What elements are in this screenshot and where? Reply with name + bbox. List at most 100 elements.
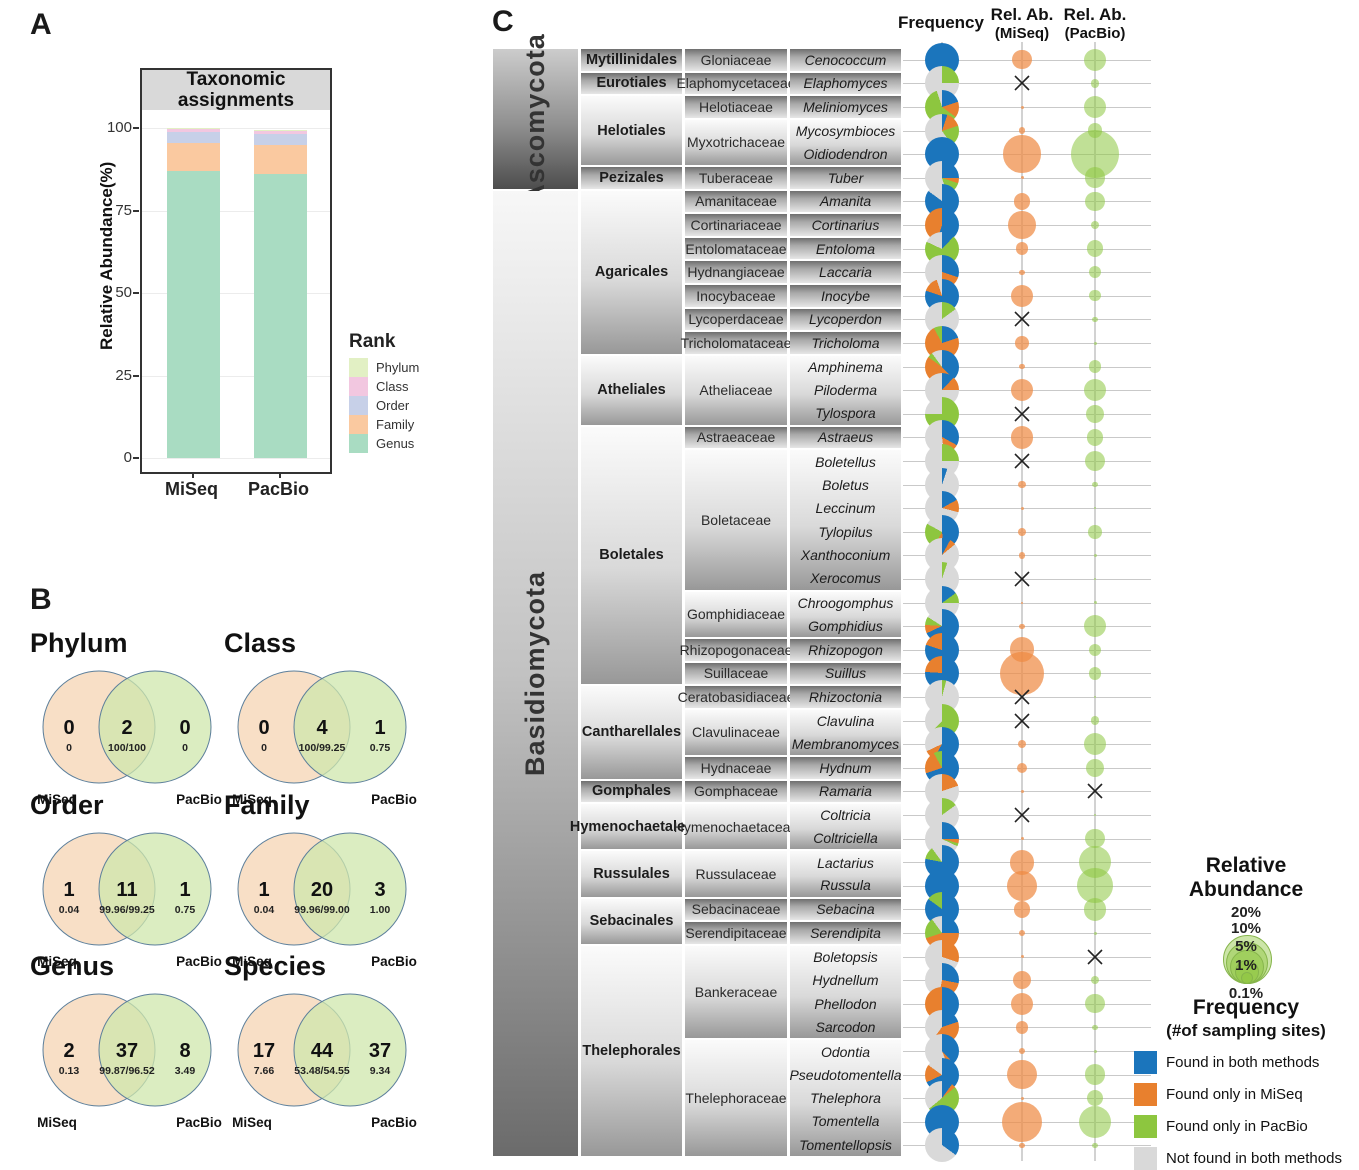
pacbio-bubble-amanita — [1085, 191, 1105, 212]
pacbio-bubble-elaphomyces — [1090, 79, 1100, 88]
y-tick-mark-100 — [133, 127, 139, 129]
freq-legend-swatch-found_pacbio_only — [1134, 1115, 1157, 1138]
phylum-label-basidiomycota: Basidiomycota — [520, 570, 550, 776]
grid-row-laccaria — [903, 272, 1151, 274]
pacbio-bubble-xerocomus — [1094, 578, 1096, 580]
miseq-bubble-serendipita — [1018, 929, 1026, 937]
svg-text:PacBio: PacBio — [371, 954, 417, 969]
pacbio-bubble-amphinema — [1088, 360, 1102, 373]
genus-label-russula: Russula — [820, 877, 871, 894]
bar-pacbio-genus — [254, 174, 307, 458]
family-label-helotiaceae: Helotiaceae — [699, 98, 773, 115]
svg-text:MiSeq: MiSeq — [37, 792, 77, 807]
y-tick-label-25: 25 — [115, 366, 132, 384]
family-label-ceratobasidiaceae: Ceratobasidiaceae — [677, 688, 795, 705]
y-tick-label-0: 0 — [123, 449, 132, 466]
pacbio-bubble-astraeus — [1086, 429, 1104, 446]
genus-block-gomphidiaceae: Chroogomphus Gomphidius — [790, 591, 901, 637]
bar-pacbio-family — [254, 145, 307, 175]
family-cell-tuberaceae: Tuberaceae — [685, 167, 787, 189]
panel-b-label: B — [30, 583, 52, 616]
col-header-relab-miseq: Rel. Ab. (MiSeq) — [977, 5, 1067, 43]
svg-text:0: 0 — [258, 717, 269, 739]
grid-row-tylospora — [903, 413, 1151, 415]
pacbio-bubble-tomentella — [1079, 1105, 1111, 1138]
grid-row-lycoperdon — [903, 319, 1151, 321]
legend-item-family: Family — [349, 415, 419, 434]
pacbio-bubble-rhizopogon — [1088, 643, 1102, 656]
pacbio-bubble-tylopilus — [1088, 524, 1102, 539]
grid-row-thelephora — [903, 1098, 1151, 1100]
genus-label-tuber: Tuber — [827, 169, 864, 186]
phylum-cell-ascomycota: Ascomycota — [493, 34, 578, 204]
genus-label-meliniomyces: Meliniomyces — [803, 98, 888, 115]
miseq-bubble-membranomyces — [1017, 739, 1027, 749]
genus-label-boletopsis: Boletopsis — [813, 949, 878, 966]
family-label-tricholomataceae: Tricholomataceae — [680, 334, 792, 351]
miseq-bubble-tylopilus — [1018, 527, 1026, 536]
genus-block-hymenochaetaceae: Coltricia Coltriciella — [790, 804, 901, 850]
genus-label-oidiodendron: Oidiodendron — [803, 145, 888, 162]
y-tick-mark-75 — [133, 209, 139, 212]
miseq-absent-mark-tylospora — [1014, 406, 1030, 427]
family-cell-entolomataceae: Entolomataceae — [685, 237, 787, 260]
genus-label-tomentella: Tomentella — [811, 1113, 880, 1130]
order-label-pezizales: Pezizales — [599, 169, 664, 186]
pacbio-bubble-boletellus — [1084, 450, 1106, 472]
freq-legend-label-found_pacbio_only: Found only in PacBio — [1166, 1118, 1308, 1135]
genus-label-hydnellum: Hydnellum — [812, 972, 879, 989]
grid-row-ramaria — [903, 791, 1151, 793]
family-cell-russulaceae: Russulaceae — [685, 851, 787, 897]
pacbio-bubble-rhizoctonia — [1094, 696, 1096, 698]
svg-text:3: 3 — [374, 879, 385, 901]
order-label-agaricales: Agaricales — [594, 264, 669, 281]
x-tick-mark-miseq — [191, 472, 194, 478]
grid-line-75 — [142, 210, 330, 212]
miseq-bubble-leccinum — [1020, 506, 1024, 510]
svg-text:PacBio: PacBio — [176, 792, 222, 807]
genus-block-cortinariaceae: Cortinarius — [790, 214, 901, 236]
phylum-cell-basidiomycota: Basidiomycota — [493, 190, 578, 1157]
miseq-bubble-sarcodon — [1015, 1021, 1029, 1034]
order-cell-boletales: Boletales — [581, 426, 682, 685]
order-label-cantharellales: Cantharellales — [581, 724, 682, 741]
svg-text:53.48/54.55: 53.48/54.55 — [294, 1065, 350, 1077]
svg-text:0: 0 — [63, 717, 74, 739]
pacbio-bubble-entoloma — [1086, 240, 1104, 257]
svg-text:MiSeq: MiSeq — [232, 954, 272, 969]
miseq-bubble-ramaria — [1020, 789, 1024, 793]
grid-row-odontia — [903, 1051, 1151, 1052]
miseq-absent-mark-elaphomyces — [1014, 75, 1030, 96]
miseq-bubble-pseudotomentella — [1007, 1059, 1037, 1090]
pacbio-bubble-sarcodon — [1092, 1024, 1098, 1030]
order-cell-eurotiales: Eurotiales — [581, 72, 682, 95]
venn-title-family: Family — [224, 790, 310, 820]
miseq-absent-mark-xerocomus — [1014, 571, 1030, 592]
genus-label-tricholoma: Tricholoma — [811, 334, 880, 351]
legend-item-genus: Genus — [349, 434, 419, 453]
size-legend-title: Relative Abundance — [1166, 854, 1326, 902]
genus-label-pseudotomentella: Pseudotomentella — [789, 1066, 902, 1083]
legend-label-phylum: Phylum — [376, 360, 420, 375]
miseq-bubble-sebacina — [1013, 901, 1031, 918]
miseq-bubble-inocybe — [1011, 284, 1033, 307]
size-legend-label-1%: 1% — [1235, 957, 1257, 974]
pacbio-bubble-coltricia — [1094, 814, 1096, 816]
family-label-myxotrichaceae: Myxotrichaceae — [686, 134, 786, 151]
freq-legend-swatch-found_both — [1134, 1051, 1157, 1074]
svg-text:20: 20 — [311, 879, 333, 901]
family-cell-bankeraceae: Bankeraceae — [685, 945, 787, 1039]
family-label-inocybaceae: Inocybaceae — [696, 287, 776, 304]
miseq-bubble-coltriciella — [1020, 837, 1024, 841]
genus-label-piloderma: Piloderma — [813, 382, 878, 399]
miseq-bubble-tricholoma — [1015, 336, 1029, 350]
family-label-serendipitaceae: Serendipitaceae — [685, 924, 787, 941]
pacbio-bubble-meliniomyces — [1083, 95, 1107, 119]
miseq-bubble-entoloma — [1015, 242, 1029, 255]
genus-block-rhizopogonaceae: Rhizopogon — [790, 639, 901, 661]
order-cell-sebacinales: Sebacinales — [581, 898, 682, 944]
svg-text:7.66: 7.66 — [254, 1065, 275, 1077]
family-cell-serendipitaceae: Serendipitaceae — [685, 922, 787, 944]
svg-text:44: 44 — [311, 1040, 334, 1062]
venn-genus-svg: 2 0.13 37 99.87/96.52 8 3.49 MiSeq PacBio — [37, 993, 222, 1130]
